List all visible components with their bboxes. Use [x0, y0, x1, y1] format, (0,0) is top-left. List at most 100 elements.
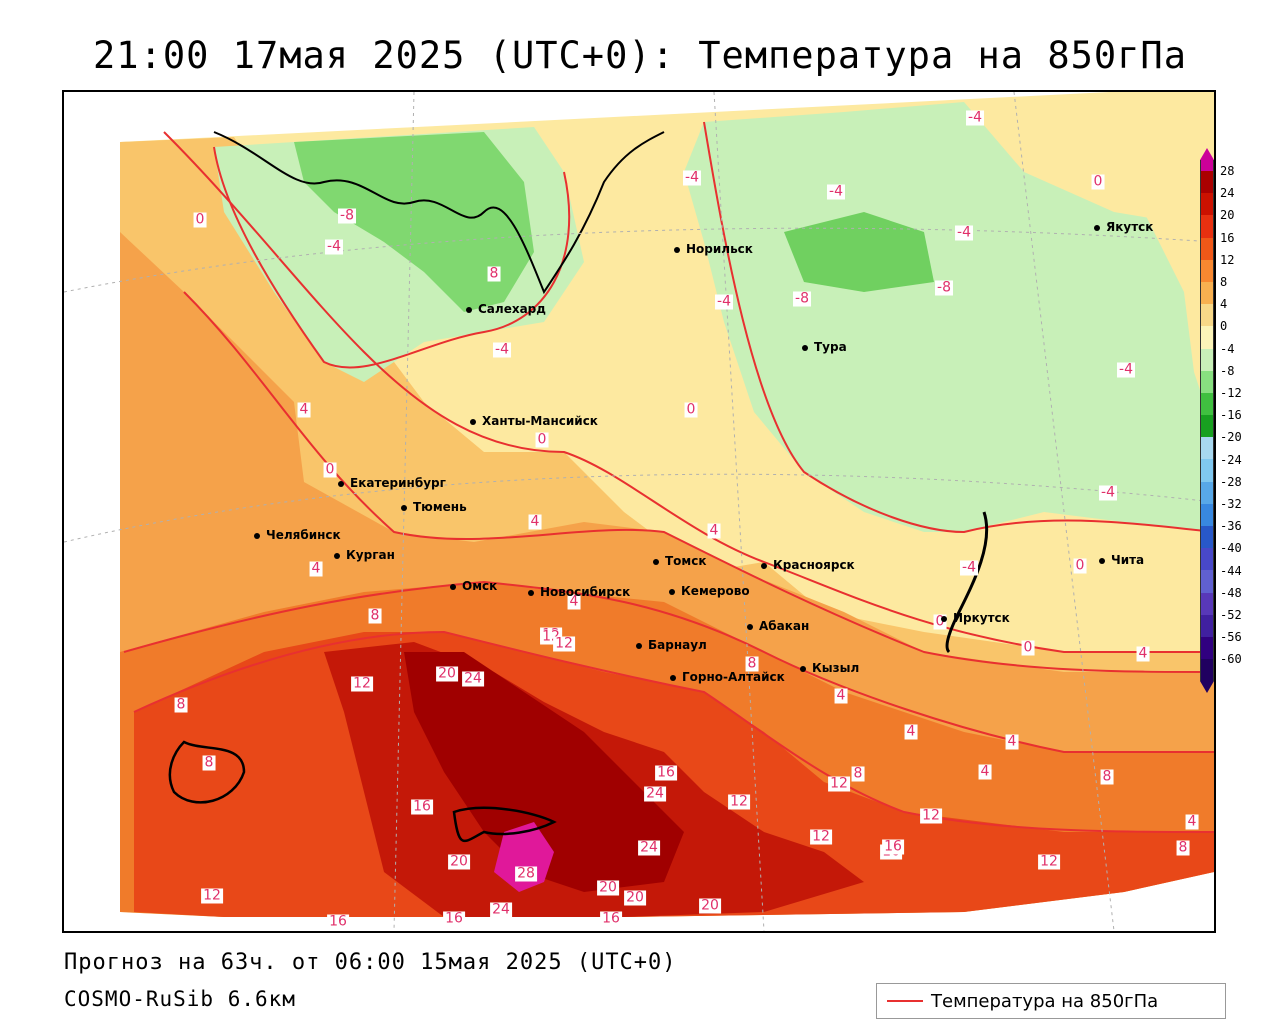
contour-label: 0: [323, 461, 337, 478]
contour-label: -4: [955, 224, 973, 241]
colorbar-tick-label: -12: [1220, 386, 1242, 400]
contour-label: 4: [1136, 645, 1150, 662]
city-gorno-altaysk: Горно-Алтайск: [670, 670, 785, 684]
colorbar-segment: [1200, 259, 1214, 282]
colorbar-tick-label: -32: [1220, 497, 1242, 511]
contour-label: -4: [493, 341, 511, 358]
city-tomsk: Томск: [653, 554, 707, 568]
map-frame: -4 0 -4 -8 -4 -4 8 -4 -8 -4 -8 -4 4 0 0 …: [62, 90, 1216, 933]
contour-label: -8: [793, 290, 811, 307]
colorbar-segment: [1200, 370, 1214, 393]
contour-label: 8: [745, 655, 759, 672]
contour-label: -4: [827, 183, 845, 200]
contour-label: 8: [202, 754, 216, 771]
contour-label: 28: [515, 865, 537, 882]
contour-label: 20: [597, 879, 619, 896]
contour-label: 4: [1005, 733, 1019, 750]
colorbar-tick-label: -16: [1220, 408, 1242, 423]
contour-label: 12: [810, 828, 832, 845]
contour-label: -4: [1117, 361, 1135, 378]
colorbar-segment: [1200, 193, 1214, 216]
colorbar-min-arrow: [1200, 681, 1214, 694]
contour-label: 20: [624, 889, 646, 906]
colorbar-segment: [1200, 548, 1214, 571]
contour-label: 4: [297, 401, 311, 418]
city-kemerovo: Кемерово: [669, 584, 750, 598]
colorbar-segment: [1200, 636, 1214, 660]
colorbar-segment: [1200, 570, 1214, 593]
city-novosibirsk: Новосибирск: [527, 585, 631, 599]
contour-label: 4: [834, 687, 848, 704]
contour-label: 16: [327, 913, 349, 930]
colorbar-tick-label: -56: [1220, 630, 1242, 645]
colorbar-segment: [1200, 304, 1214, 327]
colorbar-tick-label: 8: [1220, 275, 1228, 289]
contour-label: 20: [436, 665, 458, 682]
contour-label: 4: [528, 513, 542, 530]
contour-label: -4: [1099, 484, 1117, 501]
city-yakutsk: Якутск: [1093, 220, 1154, 234]
colorbar-tick-label: 4: [1220, 297, 1228, 312]
legend-label: Температура на 850гПа: [931, 990, 1159, 1012]
temperature-colorbar: [1200, 148, 1214, 694]
contour-label: 4: [567, 593, 581, 610]
contour-label: 0: [535, 431, 549, 448]
contour-label: 12: [920, 807, 942, 824]
contour-label: 12: [553, 635, 575, 652]
temperature-map: [64, 92, 1214, 931]
colorbar-segment: [1200, 459, 1214, 482]
contour-label: 8: [1100, 768, 1114, 785]
colorbar-segment: [1200, 614, 1214, 637]
city-chita: Чита: [1098, 553, 1145, 567]
contour-label: 4: [978, 763, 992, 780]
city-salekhard: Салехард: [466, 302, 546, 316]
contour-label: 16: [600, 910, 622, 927]
colorbar-tick-label: -8: [1220, 363, 1235, 378]
colorbar-segment: [1200, 481, 1214, 504]
colorbar-segment: [1200, 503, 1214, 526]
city-tura: Тура: [802, 340, 847, 354]
colorbar-max-arrow: [1200, 148, 1214, 160]
city-chelyabinsk: Челябинск: [254, 528, 341, 542]
city-irkutsk: Иркутск: [941, 611, 1010, 625]
colorbar-tick-label: -20: [1220, 430, 1242, 445]
contour-label: -4: [325, 238, 343, 255]
contour-label: 16: [443, 910, 465, 927]
colorbar-segment: [1200, 659, 1214, 682]
contour-label: 4: [904, 723, 918, 740]
contour-label: 0: [1073, 557, 1087, 574]
colorbar-segment: [1200, 415, 1214, 438]
contour-label: -8: [935, 279, 953, 296]
contour-label: -4: [683, 169, 701, 186]
contour-label: 12: [201, 887, 223, 904]
colorbar-tick-label: -52: [1220, 608, 1242, 622]
contour-label: 0: [1021, 639, 1035, 656]
colorbar-tick-label: 28: [1220, 164, 1235, 178]
contour-label: 4: [309, 560, 323, 577]
city-barnaul: Барнаул: [636, 638, 707, 652]
colorbar-tick-label: 12: [1220, 252, 1235, 267]
colorbar-tick-label: -4: [1220, 341, 1235, 356]
colorbar-segment: [1200, 281, 1214, 305]
contour-label: -4: [715, 293, 733, 310]
contour-label: 16: [411, 798, 433, 815]
city-omsk: Омск: [449, 579, 498, 593]
colorbar-tick-label: 16: [1220, 230, 1235, 245]
contour-label: 8: [851, 765, 865, 782]
contour-line-swatch: [887, 1000, 923, 1002]
contour-label: 0: [193, 211, 207, 228]
colorbar-tick-label: -60: [1220, 652, 1242, 667]
colorbar-tick-label: -40: [1220, 541, 1242, 556]
contour-label: 20: [448, 853, 470, 870]
contour-label: 16: [655, 764, 677, 781]
colorbar-segment: [1200, 437, 1214, 460]
colorbar-tick-label: -36: [1220, 519, 1242, 534]
colorbar-segment: [1200, 215, 1214, 238]
contour-label: 24: [490, 901, 512, 918]
colorbar-segment: [1200, 237, 1214, 260]
contour-label: 0: [1091, 173, 1105, 190]
city-yekaterinburg: Екатеринбург: [338, 476, 446, 490]
colorbar-tick-label: 20: [1220, 208, 1235, 223]
contour-label: 12: [351, 675, 373, 692]
contour-label: 0: [684, 401, 698, 418]
